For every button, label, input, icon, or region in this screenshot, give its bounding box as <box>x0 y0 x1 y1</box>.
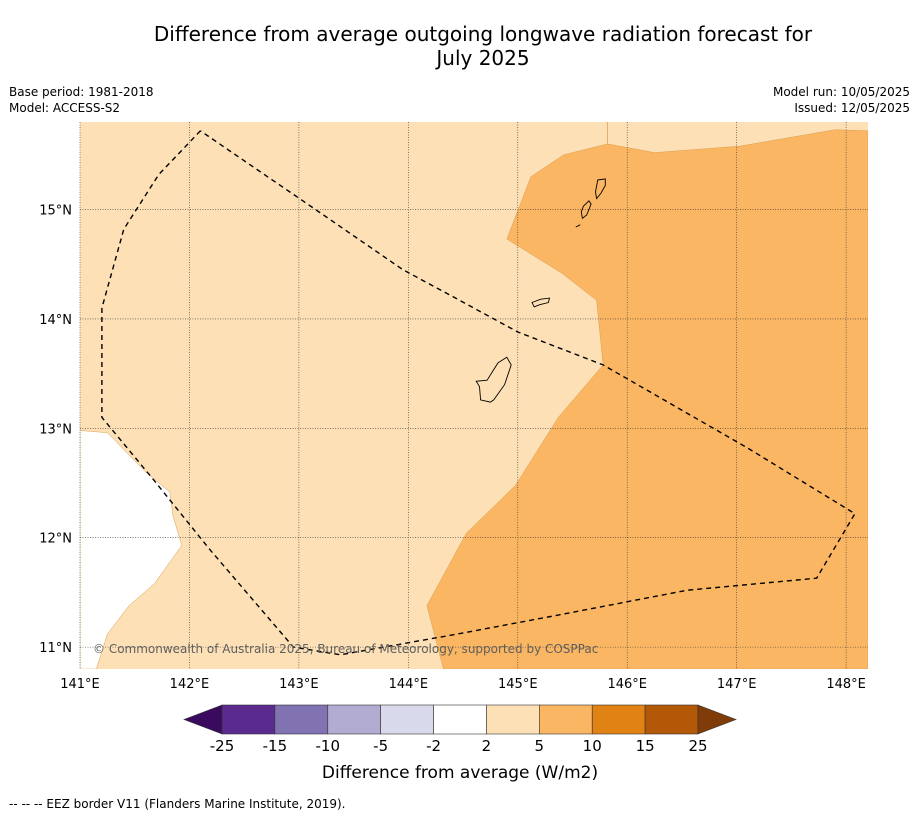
x-axis-ticks: 141°E 142°E 143°E 144°E 145°E 146°E 147°E 148°E <box>60 677 866 692</box>
model-run-text: Model run: 10/05/2025 <box>772 85 910 99</box>
y-axis-ticks: 11°N 12°N 13°N 14°N 15°N <box>39 204 72 657</box>
chart-title-line-1: Difference from average outgoing longwav… <box>153 22 813 46</box>
x-tick-label: 144°E <box>389 677 429 692</box>
y-tick-label: 13°N <box>39 422 72 437</box>
y-tick-label: 11°N <box>39 641 72 656</box>
anomaly-regions <box>80 122 868 669</box>
colorbar-segment <box>380 704 434 735</box>
anomaly-region--2-to-2 <box>80 430 183 669</box>
model-info: Base period: 1981-2018 Model: ACCESS-S2 <box>9 84 154 116</box>
y-tick-label: 14°N <box>39 313 72 328</box>
base-period-text: Base period: 1981-2018 <box>9 85 154 99</box>
coastline-tinian <box>580 200 592 220</box>
x-tick-label: 142°E <box>170 677 210 692</box>
colorbar-segment <box>644 704 699 735</box>
coastline-saipan <box>595 178 606 200</box>
colorbar-tick-label: 2 <box>482 737 492 755</box>
issued-date-text: Issued: 12/05/2025 <box>794 101 910 115</box>
colorbar-tick-label: 25 <box>688 737 707 755</box>
x-tick-label: 148°E <box>826 677 866 692</box>
colorbar-tick-label: -25 <box>210 737 235 755</box>
colorbar-label: Difference from average (W/m2) <box>322 763 598 783</box>
colorbar-segment <box>221 704 276 735</box>
run-info: Model run: 10/05/2025 Issued: 12/05/2025 <box>773 84 910 116</box>
colorbar-segment <box>274 704 329 735</box>
colorbar: -25 -15 -10 -5 -2 2 5 10 15 25 <box>183 704 737 755</box>
colorbar-extend-high <box>697 704 737 735</box>
colorbar-tick-label: -15 <box>263 737 288 755</box>
y-tick-label: 12°N <box>39 532 72 547</box>
lat-lon-gridlines <box>79 122 868 669</box>
coastlines <box>475 178 606 403</box>
colorbar-segment <box>327 704 381 735</box>
colorbar-tick-label: -10 <box>316 737 341 755</box>
colorbar-tick-label: -2 <box>426 737 441 755</box>
chart-title-line-2: July 2025 <box>436 46 530 70</box>
model-name-text: Model: ACCESS-S2 <box>9 101 121 115</box>
coastline-aguijan <box>575 224 581 228</box>
colorbar-segment <box>433 704 487 735</box>
eez-border-line <box>101 130 856 656</box>
x-tick-label: 143°E <box>279 677 319 692</box>
colorbar-tick-label: 10 <box>583 737 602 755</box>
x-tick-label: 147°E <box>717 677 757 692</box>
colorbar-segment <box>486 704 540 735</box>
colorbar-tick-label: 5 <box>535 737 545 755</box>
colorbar-segment <box>591 704 646 735</box>
chart-title: Difference from average outgoing longwav… <box>0 22 919 70</box>
y-tick-label: 15°N <box>39 204 72 219</box>
colorbar-extend-low <box>183 704 223 735</box>
coastline-rota <box>531 297 551 308</box>
colorbar-tick-label: 15 <box>636 737 655 755</box>
x-tick-label: 141°E <box>60 677 100 692</box>
anomaly-region-5-to-10 <box>426 122 868 669</box>
eez-footnote: -- -- -- EEZ border V11 (Flanders Marine… <box>9 797 346 811</box>
colorbar-segment <box>539 704 593 735</box>
eez-borders <box>101 130 856 656</box>
x-tick-label: 145°E <box>498 677 538 692</box>
x-tick-label: 146°E <box>607 677 647 692</box>
coastline-guam <box>475 356 512 403</box>
copyright-text: © Commonwealth of Australia 2025, Bureau… <box>93 642 598 656</box>
colorbar-tick-label: -5 <box>373 737 388 755</box>
